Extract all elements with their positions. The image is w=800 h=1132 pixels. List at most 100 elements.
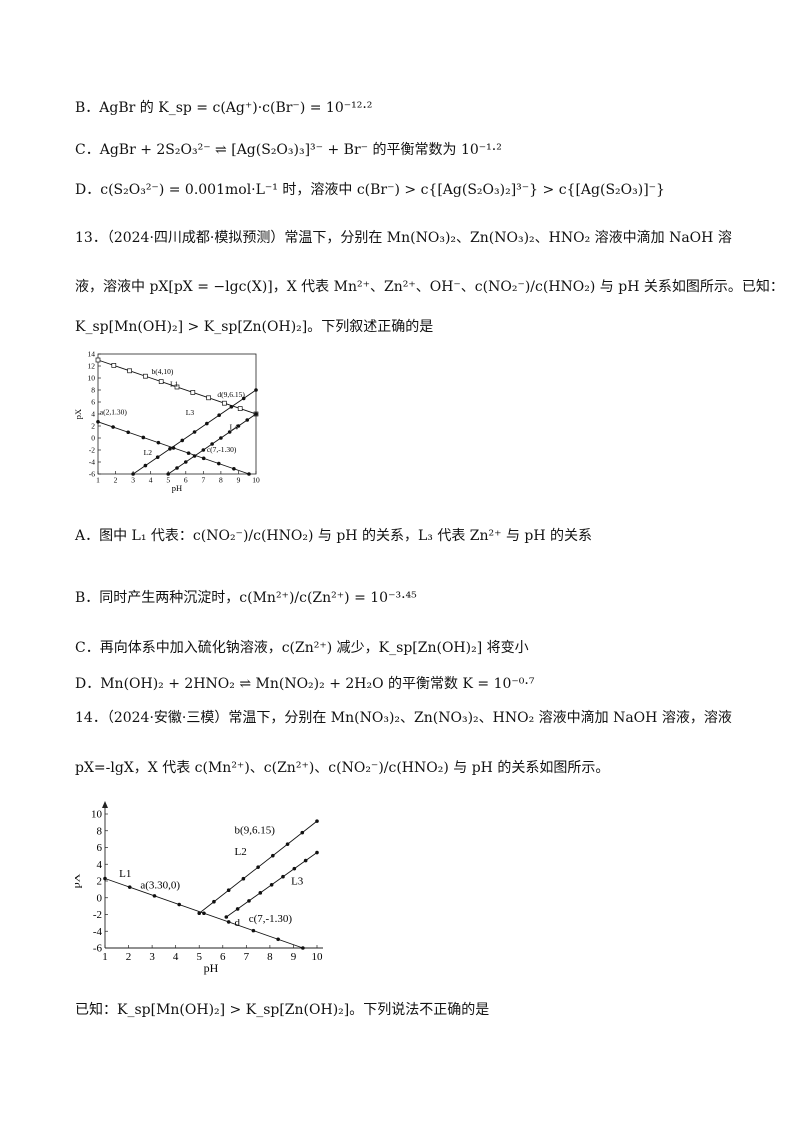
series-marker-L4 bbox=[236, 424, 241, 428]
annotation-label: L3 bbox=[186, 408, 195, 417]
series-marker-L3 bbox=[241, 396, 246, 401]
q14-stem-line3-text: 已知：K_sp[Mn(OH)₂] > K_sp[Zn(OH)₂]。下列说法不正确… bbox=[75, 1002, 490, 1018]
series-marker-L3 bbox=[224, 915, 229, 919]
q13-stem-line2-text: 液，溶液中 pX[pX = −lgc(X)]，X 代表 Mn²⁺、Zn²⁺、OH… bbox=[75, 279, 784, 295]
series-marker-L2 bbox=[212, 899, 216, 904]
option-d-prev-text: D．c(S₂O₃²⁻) = 0.001mol·L⁻¹ 时，溶液中 c(Br⁻) … bbox=[75, 182, 665, 198]
series-marker-L3 bbox=[315, 850, 319, 855]
series-marker-L1 bbox=[237, 406, 243, 411]
y-tick-label: -2 bbox=[93, 909, 102, 921]
annotation-label: b(4,10) bbox=[152, 367, 174, 376]
x-tick-label: 4 bbox=[173, 951, 179, 963]
annotation-label: L1 bbox=[119, 868, 131, 880]
series-marker-L1 bbox=[174, 384, 180, 390]
annotation-label: L2 bbox=[235, 846, 247, 858]
x-tick-label: 5 bbox=[196, 951, 202, 963]
annotation-label: d(9,6.15) bbox=[217, 390, 245, 399]
y-tick-label: 10 bbox=[91, 809, 103, 821]
annotation-label: L3 bbox=[291, 875, 304, 887]
x-tick-label: 7 bbox=[244, 951, 250, 963]
chart-q13: 1 2 3 4 5 6 7 8 9 1014121086420-2-4-6pHpXb(4,10)d… bbox=[73, 350, 260, 494]
series-marker-L3 bbox=[247, 899, 251, 903]
series-marker-L1 bbox=[301, 946, 305, 950]
y-tick-label: -6 bbox=[93, 943, 103, 955]
annotation-label: a(3.30,0) bbox=[140, 880, 180, 892]
annotation-label: b(9,6.15) bbox=[235, 824, 276, 836]
chart-q14-plot: 1 2 3 4 5 6 7 8 9 10 10 8 6 4 2 0 -2 -4 -6 pH pX b(9,6.15) a(3… bbox=[75, 801, 323, 975]
series-marker-L4 bbox=[192, 454, 197, 458]
q13-stem-line1: 13．（2024·四川成都·模拟预测）常温下，分别在 Mn(NO₃)₂、Zn(N… bbox=[75, 228, 732, 248]
x-tick-label: 8 bbox=[219, 476, 223, 485]
series-marker-L1 bbox=[222, 400, 227, 406]
series-marker-L2 bbox=[256, 865, 260, 869]
q13-stem-line3: K_sp[Mn(OH)₂] > K_sp[Zn(OH)₂]。下列叙述正确的是 bbox=[75, 317, 433, 337]
x-tick-label: 10 bbox=[252, 476, 260, 485]
annotation-label: L2 bbox=[144, 448, 153, 457]
q14-stem-line2-text: pX=-lgX，X 代表 c(Mn²⁺)、c(Zn²⁺)、c(NO₂⁻)/c(H… bbox=[75, 760, 610, 776]
y-tick-label: -6 bbox=[89, 470, 95, 479]
q13-stem-line3-text: K_sp[Mn(OH)₂] > K_sp[Zn(OH)₂]。下列叙述正确的是 bbox=[75, 319, 434, 335]
series-marker-L1 bbox=[226, 920, 231, 924]
x-tick-label: 8 bbox=[267, 951, 273, 963]
option-b-prev-text: B．AgBr 的 K_sp = c(Ag⁺)·c(Br⁻) = 10⁻¹²·² bbox=[75, 100, 373, 116]
y-axis-label: pX bbox=[75, 873, 83, 888]
series-marker-L4 bbox=[254, 412, 258, 416]
series-marker-L2 bbox=[96, 420, 100, 424]
q13-stem-line1-text: 13．（2024·四川成都·模拟预测）常温下，分别在 Mn(NO₃)₂、Zn(N… bbox=[75, 230, 732, 246]
series-marker-L2 bbox=[216, 461, 221, 466]
series-marker-L4 bbox=[201, 448, 206, 452]
x-tick-label: 2 bbox=[114, 476, 118, 485]
series-marker-L1 bbox=[111, 363, 117, 368]
series-marker-L3 bbox=[281, 874, 285, 879]
series-marker-L1 bbox=[103, 876, 107, 881]
series-marker-L3 bbox=[292, 866, 297, 871]
x-tick-label: 5 bbox=[166, 476, 170, 485]
y-tick-label: 6 bbox=[97, 842, 103, 854]
q13-option-b-text: B．同时产生两种沉淀时，c(Mn²⁺)/c(Zn²⁺) = 10⁻³·⁴⁵ bbox=[75, 590, 417, 606]
y-axis-label: pX bbox=[73, 409, 83, 419]
series-marker-L3 bbox=[180, 438, 185, 443]
y-axis-arrow bbox=[102, 801, 108, 808]
series-marker-L3 bbox=[258, 891, 263, 895]
series-marker-L1 bbox=[127, 885, 132, 889]
x-tick-label: 10 bbox=[312, 951, 324, 963]
x-tick-label: 6 bbox=[184, 476, 188, 485]
series-marker-L3 bbox=[205, 421, 209, 426]
series-marker-L3 bbox=[229, 405, 234, 409]
series-marker-L3 bbox=[269, 882, 274, 887]
x-tick-label: 1 bbox=[102, 951, 108, 963]
series-marker-L2 bbox=[197, 911, 202, 916]
q14-stem-line1-text: 14．（2024·安徽·三模）常温下，分别在 Mn(NO₃)₂、Zn(NO₃)₂… bbox=[75, 710, 732, 726]
chart-q14: 1 2 3 4 5 6 7 8 9 10 10 8 6 4 2 0 -2 -4 -6 pH pX b(9,6.15) a(3… bbox=[75, 801, 323, 975]
x-tick-label: 4 bbox=[149, 476, 153, 485]
q13-stem-line2: 液，溶液中 pX[pX = −lgc(X)]，X 代表 Mn²⁺、Zn²⁺、OH… bbox=[75, 277, 784, 297]
series-marker-L2 bbox=[271, 853, 275, 858]
series-marker-L4 bbox=[227, 430, 232, 434]
chart-q13-plot: 1 2 3 4 5 6 7 8 9 1014121086420-2-4-6pHpXb(4,10)d… bbox=[73, 350, 260, 494]
series-marker-L1 bbox=[127, 368, 132, 374]
series-marker-L3 bbox=[303, 858, 308, 863]
series-marker-L1 bbox=[177, 902, 181, 907]
q13-option-d: D．Mn(OH)₂ + 2HNO₂ ⇌ Mn(NO₂)₂ + 2H₂O 的平衡常… bbox=[75, 674, 534, 694]
series-marker-L2 bbox=[141, 435, 146, 440]
y-tick-label: 2 bbox=[91, 422, 95, 431]
x-tick-label: 1 bbox=[96, 476, 100, 485]
series-marker-L3 bbox=[131, 472, 135, 476]
series-marker-L3 bbox=[192, 430, 197, 434]
annotation-label: L4 bbox=[230, 423, 239, 432]
series-marker-L4 bbox=[245, 418, 250, 422]
series-marker-L3 bbox=[254, 388, 258, 392]
y-tick-label: -2 bbox=[89, 446, 95, 455]
y-tick-label: 0 bbox=[97, 892, 103, 904]
y-tick-label: -4 bbox=[93, 926, 103, 938]
series-marker-L1 bbox=[95, 357, 101, 363]
q13-option-b: B．同时产生两种沉淀时，c(Mn²⁺)/c(Zn²⁺) = 10⁻³·⁴⁵ bbox=[75, 588, 417, 608]
q13-option-a-text: A．图中 L₁ 代表：c(NO₂⁻)/c(HNO₂) 与 pH 的关系，L₃ 代… bbox=[75, 528, 593, 544]
annotation-label: a(2,1.30) bbox=[100, 408, 128, 417]
x-axis-label: pH bbox=[204, 961, 219, 975]
y-tick-label: 12 bbox=[88, 362, 96, 371]
series-marker-L4 bbox=[219, 436, 223, 440]
series-marker-L1 bbox=[202, 911, 206, 916]
series-marker-L1 bbox=[190, 390, 196, 395]
series-marker-L2 bbox=[226, 888, 231, 893]
